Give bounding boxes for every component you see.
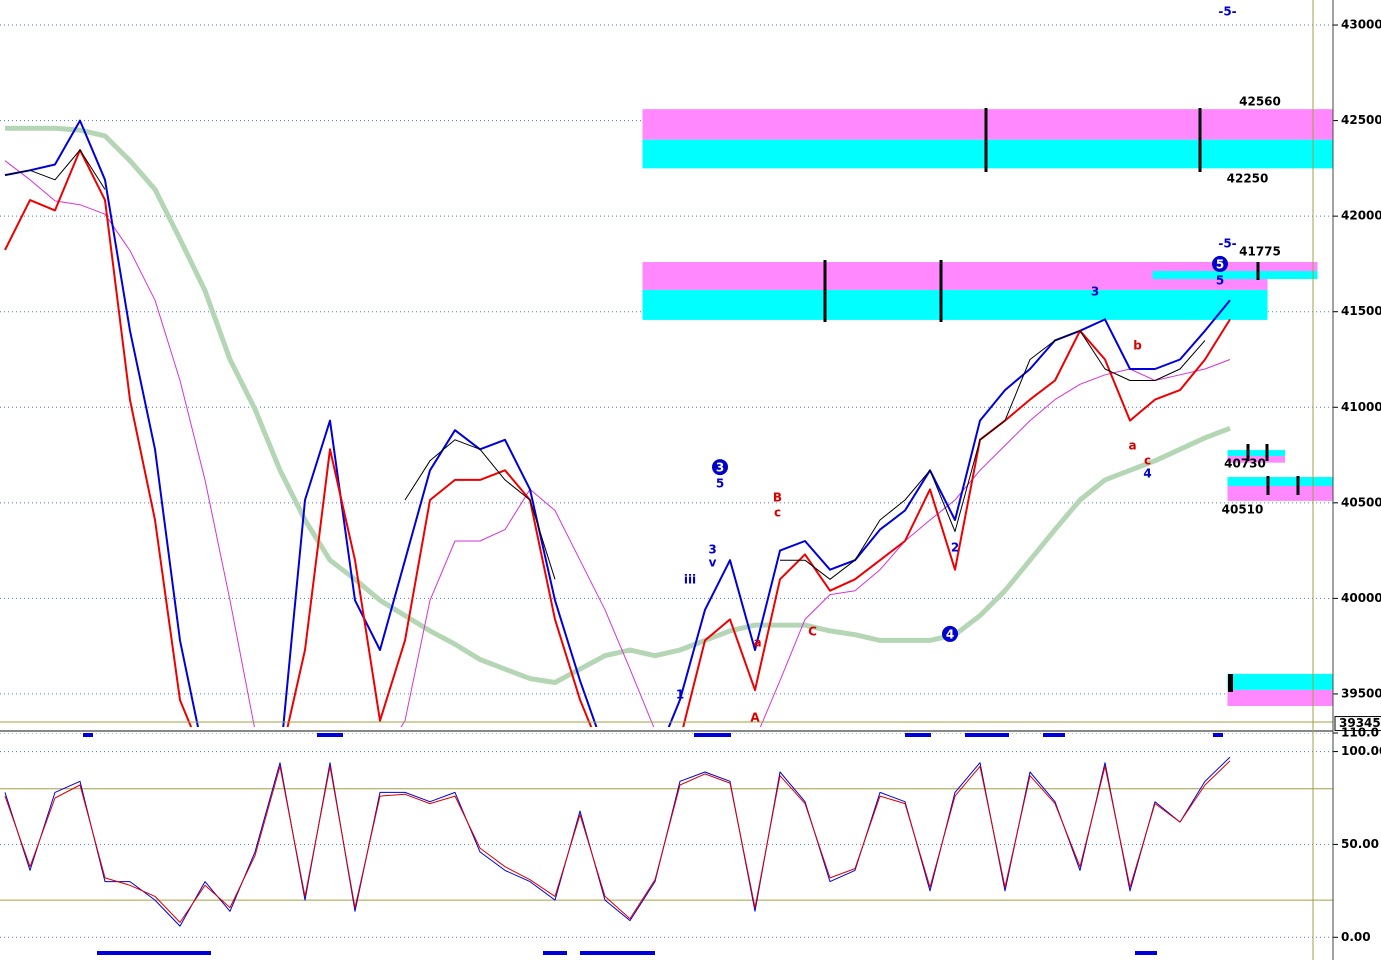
zone-marker	[1228, 674, 1233, 692]
annotation: 41775	[1239, 245, 1281, 259]
zone	[1227, 450, 1285, 456]
oscillator-panel	[0, 733, 1333, 938]
signal-bar	[83, 733, 93, 737]
annotation: A	[750, 711, 760, 725]
annotation: 5	[1216, 257, 1224, 271]
annotation: a	[1128, 439, 1136, 453]
signal-bars	[83, 733, 1223, 955]
annotation: -5-	[1218, 5, 1236, 19]
y-tick-label: 50.00	[1341, 837, 1379, 851]
axes: 43000. 42500. 42000. 41500. 41000. 40500. 4000…	[1333, 18, 1381, 944]
y-tick-label: 41000.	[1341, 400, 1381, 414]
annotation: 1	[676, 687, 684, 701]
zone	[642, 109, 1333, 140]
signal-bar	[317, 733, 343, 737]
series-line	[4, 119, 1231, 727]
series-line	[5, 125, 1231, 685]
y-tick-label: 39500.	[1341, 686, 1381, 700]
annotation: 5	[716, 477, 724, 491]
zone	[642, 139, 1333, 169]
y-tick-label: 40000.	[1341, 591, 1381, 605]
annotation: c	[774, 505, 781, 519]
y-tick-label: 0.00	[1341, 930, 1371, 944]
annotation: 4	[1143, 466, 1151, 480]
price-tag-label: 39345.0	[1339, 716, 1381, 730]
zone	[1227, 689, 1333, 706]
annotation: 4	[946, 627, 954, 641]
annotation: b	[1133, 339, 1142, 353]
annotation-badge	[1212, 255, 1228, 272]
zone-markers	[823, 108, 1300, 692]
annotation: B	[773, 491, 782, 505]
annotation: 2	[951, 540, 959, 554]
zone	[1227, 455, 1285, 463]
signal-bar	[580, 951, 655, 955]
annotation: 42250	[1227, 172, 1269, 186]
price-tag	[1334, 716, 1381, 732]
signal-bar	[905, 733, 931, 737]
annotation: 40510	[1222, 502, 1264, 516]
zone	[1227, 486, 1333, 501]
y-tick-label: 42000.	[1341, 209, 1381, 223]
zone	[642, 289, 1268, 320]
y-tick-label: 110.0	[1341, 726, 1379, 740]
zone	[1152, 271, 1318, 280]
series-line	[4, 149, 1206, 580]
signal-bar	[965, 733, 1009, 737]
price-panel: 4256042250417754073040510-5--5-553bac435…	[0, 5, 1333, 727]
annotation: -5-	[1218, 237, 1236, 251]
annotation: 3	[1091, 285, 1099, 299]
annotation: iii	[684, 573, 696, 587]
annotation: 42560	[1239, 95, 1281, 109]
signal-bar	[543, 951, 567, 955]
y-tick-label: 40500.	[1341, 495, 1381, 509]
annotation: 40730	[1224, 457, 1266, 471]
zone	[1227, 673, 1333, 690]
y-tick-label: 41500.	[1341, 304, 1381, 318]
y-tick-label: 43000.	[1341, 18, 1381, 32]
annotation: C	[808, 625, 817, 639]
signal-bar	[1213, 733, 1223, 737]
series-line	[4, 160, 1231, 727]
annotation-badge	[712, 459, 728, 476]
annotation: a	[753, 635, 761, 649]
annotation: v	[709, 556, 717, 570]
series-line	[4, 760, 1231, 923]
y-tick-label: 100.00	[1341, 744, 1381, 758]
annotation: c	[1144, 453, 1151, 467]
zone	[1227, 477, 1333, 487]
zone	[1152, 262, 1318, 272]
signal-bar	[1043, 733, 1065, 737]
annotation-badge	[942, 625, 958, 642]
series-line	[4, 149, 1231, 727]
series-line	[4, 756, 1231, 927]
annotation: 3	[708, 543, 716, 557]
signal-bar	[694, 733, 731, 737]
annotation: 5	[1216, 273, 1224, 287]
annotation: 3	[716, 461, 724, 475]
signal-bar	[1135, 951, 1157, 955]
y-tick-label: 42500.	[1341, 113, 1381, 127]
signal-bar	[97, 951, 211, 955]
